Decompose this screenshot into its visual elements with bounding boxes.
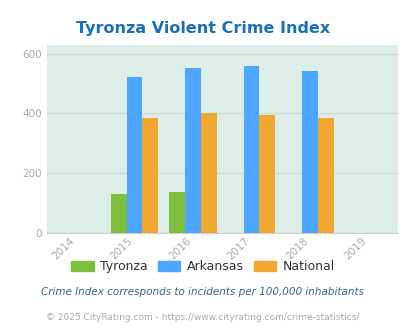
Text: Tyronza Violent Crime Index: Tyronza Violent Crime Index: [76, 21, 329, 36]
Bar: [200, 113, 216, 233]
Bar: [126, 78, 142, 233]
Bar: [142, 118, 158, 233]
Text: Crime Index corresponds to incidents per 100,000 inhabitants: Crime Index corresponds to incidents per…: [41, 287, 364, 297]
Bar: [185, 68, 200, 233]
Legend: Tyronza, Arkansas, National: Tyronza, Arkansas, National: [66, 255, 339, 279]
Text: © 2025 CityRating.com - https://www.cityrating.com/crime-statistics/: © 2025 CityRating.com - https://www.city…: [46, 313, 359, 322]
Bar: [317, 118, 333, 233]
Bar: [301, 71, 317, 233]
Bar: [169, 192, 185, 233]
Bar: [243, 66, 259, 233]
Bar: [259, 115, 275, 233]
Bar: [111, 194, 126, 233]
